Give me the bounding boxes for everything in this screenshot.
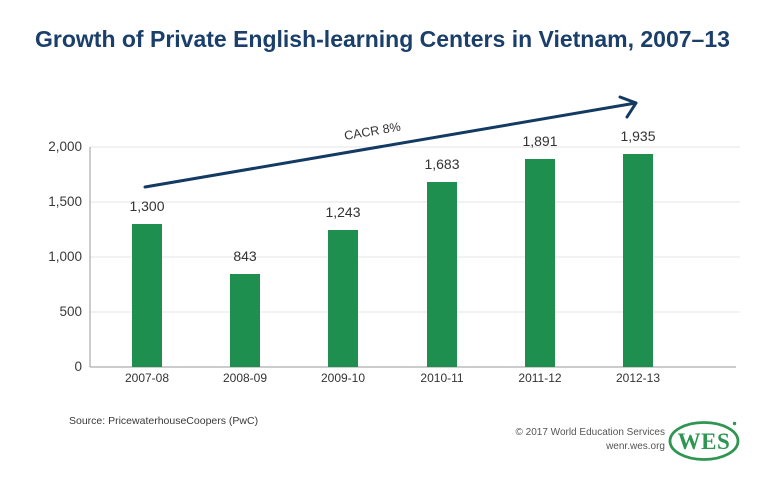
svg-text:CACR 8%: CACR 8%: [343, 120, 402, 143]
svg-text:1,300: 1,300: [129, 198, 164, 214]
svg-text:0: 0: [74, 359, 82, 374]
svg-text:2,000: 2,000: [48, 139, 82, 154]
svg-text:1,500: 1,500: [48, 194, 82, 209]
svg-text:2007-08: 2007-08: [125, 371, 169, 385]
svg-text:WES: WES: [678, 429, 731, 454]
svg-text:1,000: 1,000: [48, 249, 82, 264]
svg-text:1,243: 1,243: [325, 204, 360, 220]
svg-text:2009-10: 2009-10: [321, 371, 365, 385]
svg-text:2012-13: 2012-13: [616, 371, 660, 385]
svg-text:2010-11: 2010-11: [420, 371, 463, 385]
svg-text:500: 500: [59, 304, 82, 319]
svg-text:1,891: 1,891: [522, 133, 557, 149]
svg-text:2008-09: 2008-09: [223, 371, 267, 385]
svg-text:2011-12: 2011-12: [518, 371, 561, 385]
svg-text:843: 843: [233, 248, 257, 264]
svg-text:1,683: 1,683: [424, 156, 459, 172]
svg-text:1,935: 1,935: [620, 128, 655, 144]
